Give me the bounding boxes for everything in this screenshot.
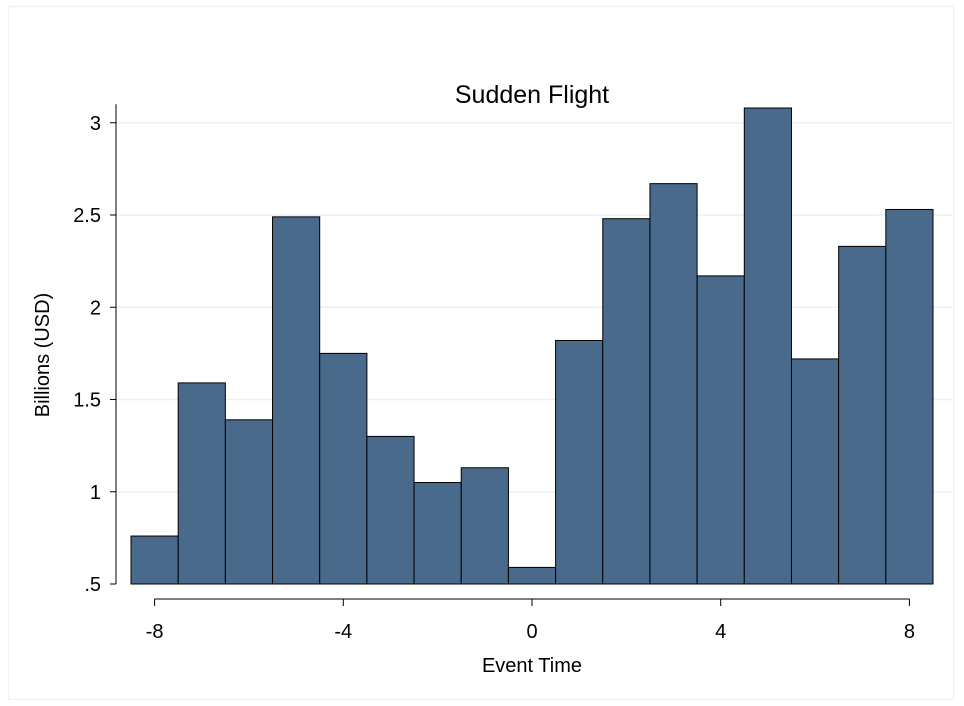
bar bbox=[649, 183, 698, 585]
x-tick-label: -4 bbox=[334, 621, 352, 643]
bar bbox=[366, 435, 415, 585]
bar bbox=[413, 482, 462, 585]
bar bbox=[790, 358, 840, 585]
bar bbox=[885, 208, 934, 585]
bar bbox=[460, 467, 509, 585]
y-tick-label: 1 bbox=[90, 482, 101, 504]
y-tick-label: 1.5 bbox=[73, 390, 101, 412]
x-tick-label: 4 bbox=[715, 621, 726, 643]
y-tick-label: .5 bbox=[84, 574, 101, 596]
bar bbox=[555, 339, 604, 585]
bar bbox=[507, 566, 557, 585]
y-tick-label: 3 bbox=[90, 113, 101, 135]
bar bbox=[838, 245, 887, 585]
y-tick-label: 2.5 bbox=[73, 205, 101, 227]
y-axis-label: Billions (USD) bbox=[32, 293, 54, 417]
bar bbox=[177, 382, 226, 585]
chart-title: Sudden Flight bbox=[455, 81, 609, 109]
bars bbox=[130, 107, 934, 585]
bar bbox=[272, 216, 321, 585]
bar bbox=[743, 107, 792, 585]
bar bbox=[696, 275, 745, 585]
axes: .5 1 1.5 2 2.5 3 -8 -4 0 4 8 bbox=[73, 104, 915, 643]
y-tick-label: 2 bbox=[90, 297, 101, 319]
x-tick-label: 0 bbox=[526, 621, 537, 643]
bar bbox=[602, 218, 651, 585]
x-tick-label: -8 bbox=[146, 621, 164, 643]
bar bbox=[130, 535, 179, 585]
bar bbox=[319, 352, 368, 585]
x-tick-label: 8 bbox=[904, 621, 915, 643]
bar bbox=[224, 419, 274, 585]
x-axis-label: Event Time bbox=[482, 655, 582, 677]
